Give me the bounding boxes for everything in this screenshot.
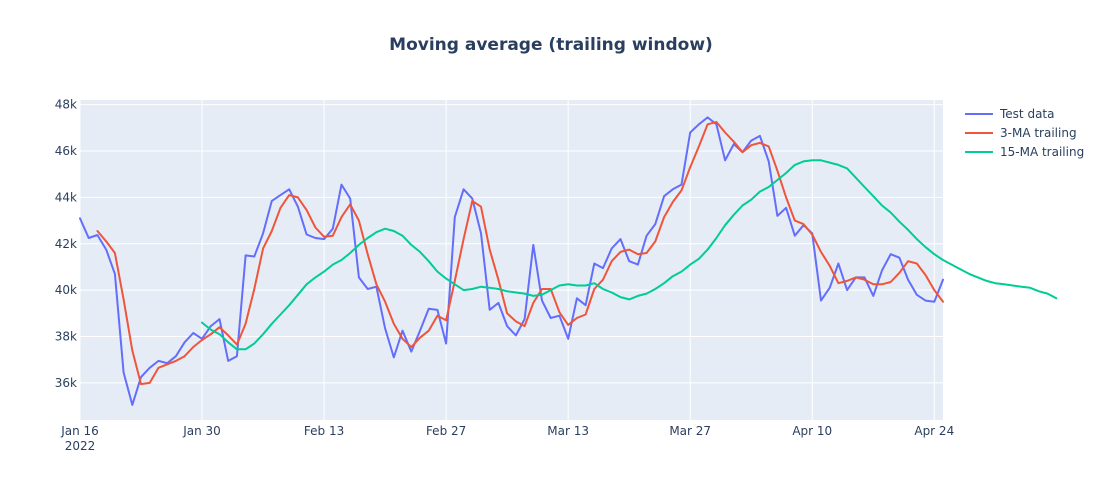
x-tick-label: Mar 27 [669,424,711,438]
x-tick-label: Mar 13 [547,424,589,438]
x-tick-label: Apr 10 [792,424,832,438]
y-tick-label: 46k [55,144,77,158]
x-tick-label: Feb 13 [304,424,344,438]
plot-area [80,100,943,420]
y-tick-label: 48k [55,98,77,112]
y-axis-ticks: 36k 38k 40k 42k 44k 46k 48k [55,98,77,390]
chart-title: Moving average (trailing window) [389,35,713,55]
series-lines [79,116,1058,406]
y-tick-label: 44k [55,190,77,204]
legend-label: 3-MA trailing [1000,126,1077,140]
series-line-3 [201,159,1058,351]
series-line-2 [96,121,944,386]
y-tick-label: 40k [55,283,77,297]
series-line-1 [79,116,944,406]
legend: Test data 3-MA trailing 15-MA trailing [965,107,1084,159]
x-tick-label: Apr 24 [914,424,954,438]
x-tick-label: Feb 27 [426,424,466,438]
gridlines [79,100,943,420]
y-tick-label: 42k [55,237,77,251]
legend-label: 15-MA trailing [1000,145,1084,159]
x-tick-label: Jan 30 [182,424,221,438]
x-tick-label: Jan 16 [60,424,99,438]
x-tick-year-label: 2022 [65,439,96,453]
y-tick-label: 38k [55,330,77,344]
y-tick-label: 36k [55,376,77,390]
legend-label: Test data [999,107,1054,121]
